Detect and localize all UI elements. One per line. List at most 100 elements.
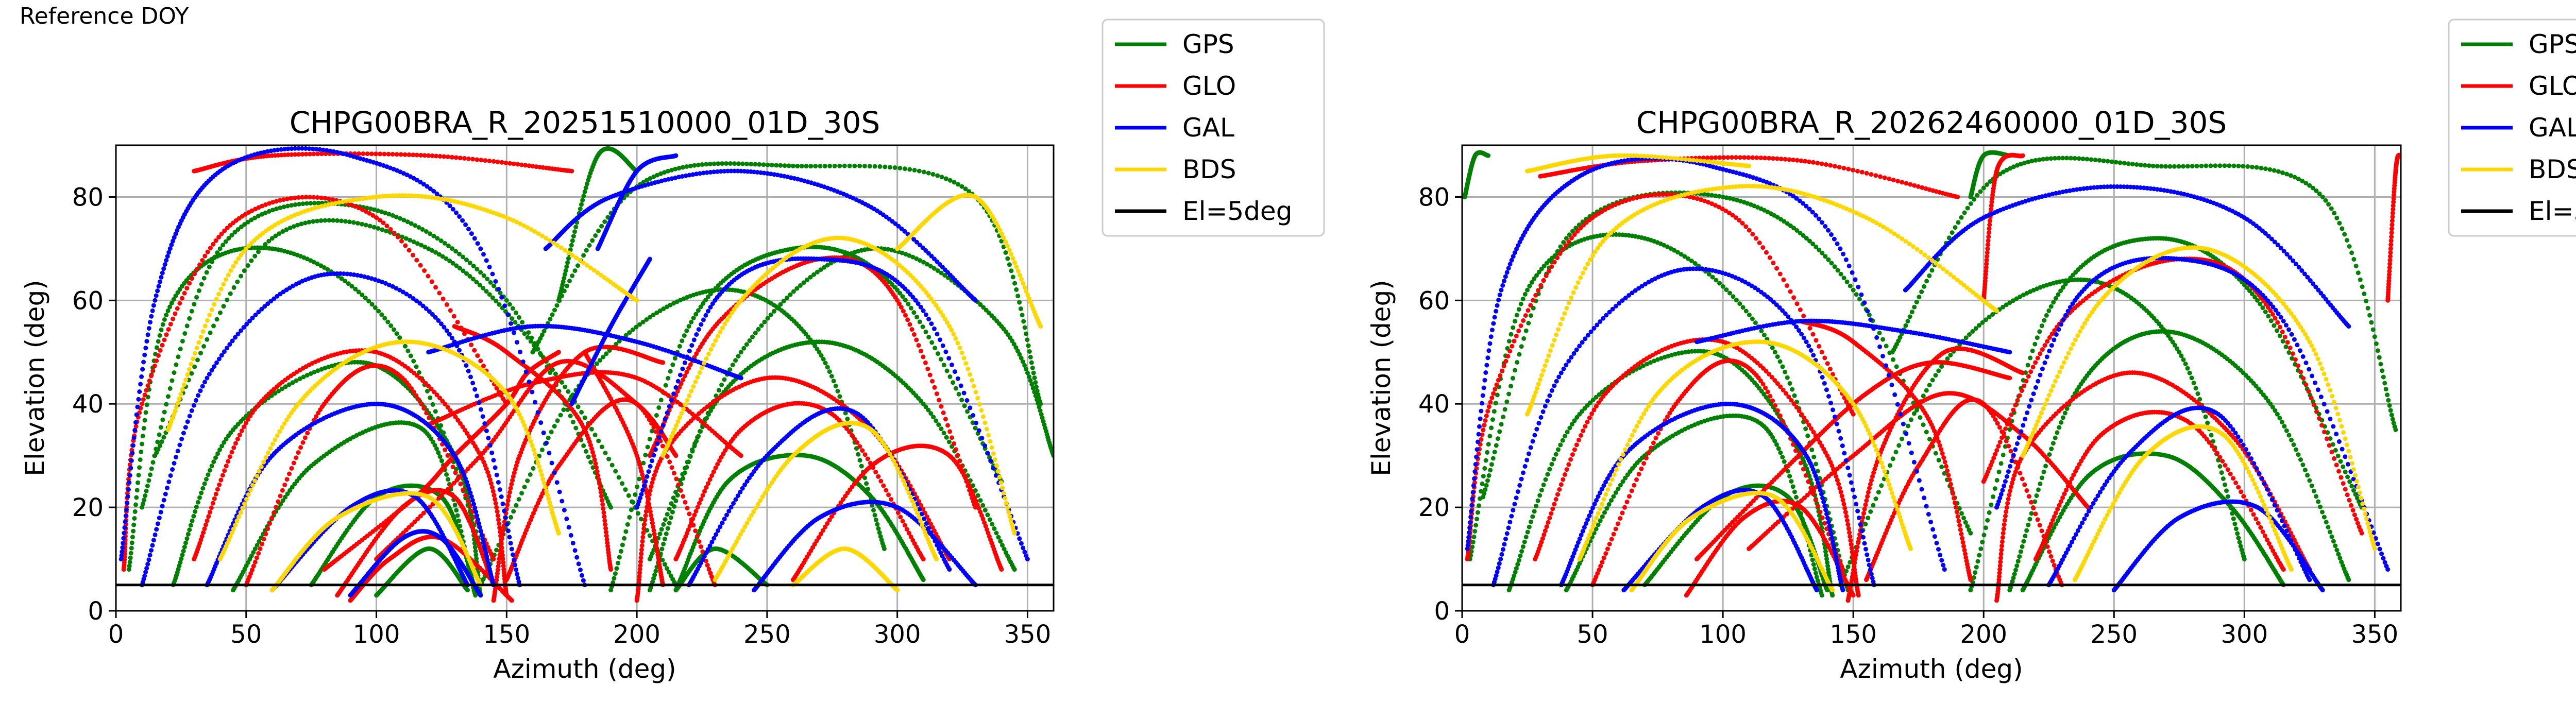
data-point bbox=[426, 384, 431, 389]
data-point bbox=[311, 219, 316, 224]
data-point bbox=[399, 238, 404, 244]
data-point bbox=[319, 151, 324, 157]
data-point bbox=[482, 421, 487, 426]
data-point bbox=[219, 443, 225, 449]
data-point bbox=[557, 489, 562, 494]
data-point bbox=[252, 546, 258, 552]
data-point bbox=[917, 319, 922, 324]
data-point bbox=[384, 224, 389, 229]
data-point bbox=[491, 159, 496, 164]
data-point bbox=[939, 426, 944, 432]
data-point bbox=[274, 505, 279, 510]
data-point bbox=[724, 161, 729, 166]
data-point bbox=[368, 206, 373, 211]
satellite-arc bbox=[192, 151, 574, 174]
data-point bbox=[623, 333, 629, 338]
data-point bbox=[981, 305, 986, 310]
data-point bbox=[448, 308, 453, 313]
data-point bbox=[363, 296, 368, 300]
data-point bbox=[496, 480, 501, 485]
data-point bbox=[495, 159, 500, 164]
data-point bbox=[923, 404, 928, 409]
data-point bbox=[127, 563, 132, 569]
data-point bbox=[442, 241, 447, 246]
data-point bbox=[816, 535, 821, 540]
data-point bbox=[564, 264, 569, 269]
data-point bbox=[918, 258, 923, 263]
data-point bbox=[554, 303, 560, 308]
data-point bbox=[661, 541, 666, 546]
data-point bbox=[478, 270, 483, 275]
data-point bbox=[530, 389, 535, 395]
data-point bbox=[155, 521, 160, 526]
data-point bbox=[126, 567, 131, 572]
data-point bbox=[786, 163, 791, 168]
data-point bbox=[522, 485, 527, 490]
data-point bbox=[160, 417, 165, 422]
data-point bbox=[291, 460, 296, 466]
data-point bbox=[478, 246, 483, 251]
data-point bbox=[208, 468, 212, 473]
data-point bbox=[273, 391, 278, 396]
data-point bbox=[582, 415, 587, 420]
data-point bbox=[454, 478, 460, 483]
data-point bbox=[252, 253, 258, 259]
data-point bbox=[187, 527, 192, 533]
data-point bbox=[428, 231, 433, 236]
data-point bbox=[601, 354, 606, 359]
data-point bbox=[698, 428, 703, 434]
data-point bbox=[493, 496, 498, 502]
data-point bbox=[1000, 543, 1005, 548]
satellite-arc bbox=[192, 348, 509, 598]
data-point bbox=[421, 510, 426, 516]
data-point bbox=[256, 214, 261, 218]
data-point bbox=[562, 272, 567, 277]
data-point bbox=[1031, 370, 1036, 375]
data-point bbox=[1028, 378, 1033, 383]
data-point bbox=[213, 455, 218, 460]
data-point bbox=[910, 254, 916, 260]
data-point bbox=[497, 521, 502, 526]
data-point bbox=[599, 493, 604, 499]
data-point bbox=[994, 530, 999, 536]
data-point bbox=[682, 373, 687, 379]
data-point bbox=[287, 471, 292, 476]
data-point bbox=[160, 322, 165, 327]
data-point bbox=[415, 241, 420, 246]
data-point bbox=[172, 461, 177, 466]
data-point bbox=[414, 258, 419, 263]
data-point bbox=[470, 157, 476, 162]
data-point bbox=[485, 470, 490, 475]
data-point bbox=[980, 517, 986, 522]
data-point bbox=[808, 275, 813, 280]
data-point bbox=[185, 419, 190, 424]
data-point bbox=[269, 516, 274, 521]
data-point bbox=[738, 453, 743, 458]
data-point bbox=[842, 163, 847, 168]
data-point bbox=[862, 163, 867, 168]
data-point bbox=[561, 279, 566, 284]
data-point bbox=[167, 304, 173, 310]
data-point bbox=[460, 424, 465, 430]
data-point bbox=[1013, 345, 1019, 350]
data-point bbox=[154, 527, 159, 532]
data-point bbox=[490, 271, 495, 277]
data-point bbox=[166, 327, 171, 332]
data-point bbox=[616, 475, 621, 480]
data-point bbox=[474, 513, 480, 518]
data-point bbox=[434, 392, 439, 398]
data-point bbox=[587, 243, 592, 248]
data-point bbox=[411, 358, 416, 364]
data-point bbox=[862, 475, 868, 481]
data-point bbox=[259, 212, 264, 217]
data-point bbox=[189, 308, 194, 314]
data-point bbox=[648, 176, 653, 181]
data-point bbox=[921, 169, 926, 175]
data-point bbox=[629, 507, 634, 512]
data-point bbox=[600, 502, 605, 507]
data-point bbox=[423, 381, 428, 386]
data-point bbox=[640, 535, 646, 540]
data-point bbox=[669, 465, 674, 470]
data-point bbox=[571, 234, 576, 239]
data-point bbox=[196, 393, 201, 398]
